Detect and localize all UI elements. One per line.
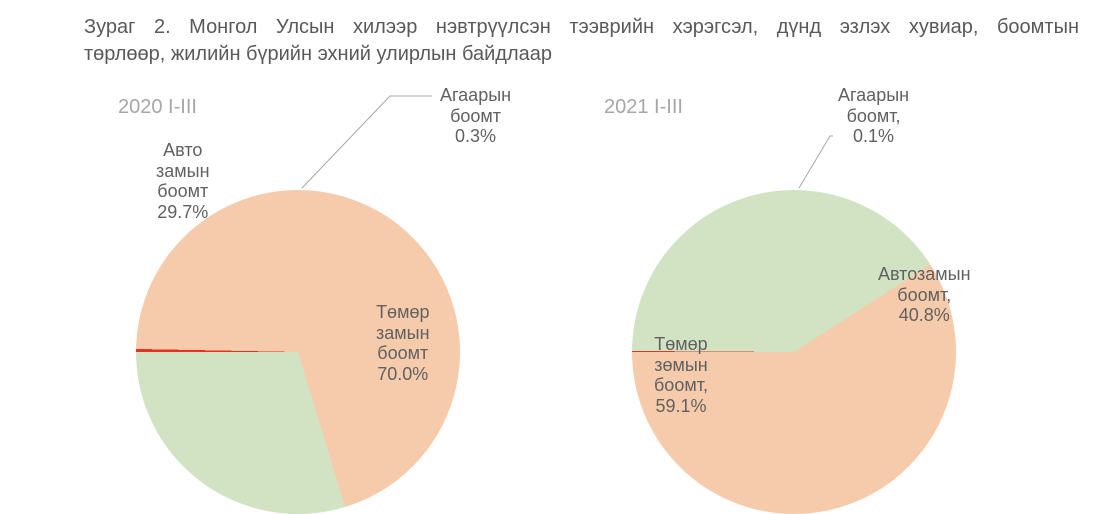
figure-title-line1: Зураг 2. Монгол Улсын хилээр нэвтрүүлсэн… xyxy=(84,14,1079,41)
slice-label-air: Агаарын боомт, 0.1% xyxy=(838,85,909,147)
series-title: 2020 I-III xyxy=(118,96,197,119)
leader-line-air xyxy=(799,136,833,188)
series-title: 2021 I-III xyxy=(604,96,683,119)
slice-label-road: Автозамын боомт, 40.8% xyxy=(878,264,971,326)
leader-line-air xyxy=(302,96,432,188)
figure-title-line2: төрлөөр, жилийн бүрийн эхний улирлын бай… xyxy=(84,41,1079,68)
charts-container: 2020 I-III Агаарын боомт 0.3% Төмөр замын … xyxy=(0,80,1109,510)
slice-label-rail: Төмөр зөмын боомт, 59.1% xyxy=(654,334,708,417)
slice-label-rail: Төмөр замын боомт 70.0% xyxy=(376,302,430,385)
slice-label-road: Авто замын боомт 29.7% xyxy=(156,140,210,223)
slice-label-air: Агаарын боомт 0.3% xyxy=(440,85,511,147)
